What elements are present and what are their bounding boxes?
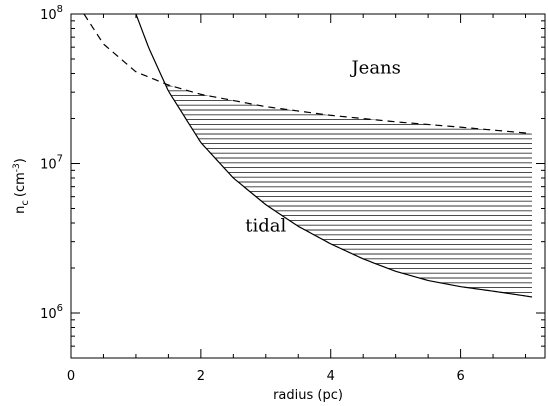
y-axis-label-unit: (cm: [13, 172, 28, 197]
y-tick-label-exp: 6: [57, 303, 63, 314]
y-axis-label-subscript: c: [20, 200, 31, 206]
y-axis-label-unit-close: ): [13, 158, 28, 163]
series-line-jeans: [83, 14, 530, 135]
y-axis-label: nc (cm-3): [12, 158, 31, 214]
x-tick-label: 6: [456, 369, 464, 384]
y-tick-label-exp: 7: [57, 153, 63, 164]
annotation-tidal: tidal: [245, 216, 286, 237]
y-tick-label: 108: [40, 4, 63, 23]
x-tick-label: 2: [197, 369, 205, 384]
y-tick-label: 106: [40, 303, 63, 322]
y-tick-label-base: 10: [40, 8, 57, 23]
series-line-tidal: [135, 14, 533, 298]
x-tick-label: 0: [67, 369, 75, 384]
y-axis-label-main: n: [13, 206, 28, 214]
x-tick-label: 4: [327, 369, 335, 384]
hatch-region: [166, 85, 533, 293]
y-axis-label-unit-exp: -3: [12, 163, 22, 172]
annotation-jeans: Jeans: [349, 57, 400, 78]
y-tick-label: 107: [40, 153, 63, 172]
x-axis-label: radius (pc): [273, 388, 343, 403]
y-tick-label-base: 10: [40, 307, 57, 322]
y-tick-label-base: 10: [40, 157, 57, 172]
y-tick-label-exp: 8: [57, 4, 63, 15]
plot-frame: [70, 13, 546, 359]
